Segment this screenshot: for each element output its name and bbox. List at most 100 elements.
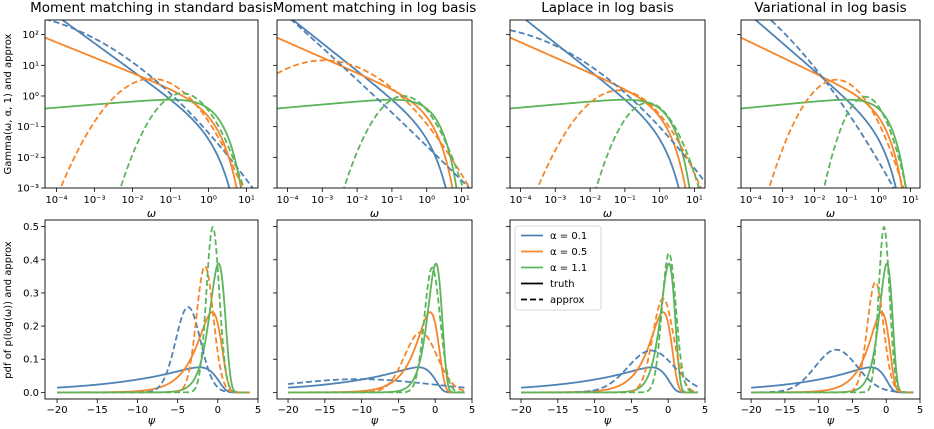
x-axis-label: ψ	[148, 414, 156, 427]
bottom-axes-frame	[276, 219, 473, 400]
top-curves	[45, 20, 254, 188]
approx-line-top	[119, 92, 245, 188]
x-tick-label: −5	[391, 405, 406, 416]
y-tick-label: 10⁻¹	[17, 122, 39, 133]
approx-line-top	[536, 89, 702, 188]
x-axis-label: ψ	[827, 414, 835, 427]
x-tick-label: 10⁻¹	[160, 195, 182, 206]
truth-line-bottom	[57, 366, 250, 394]
y-tick-label: 0.4	[23, 255, 39, 266]
truth-line-top	[510, 36, 687, 188]
approx-line-bottom	[288, 266, 465, 394]
approx-line-bottom	[751, 225, 914, 394]
truth-line-top	[291, 20, 447, 188]
x-tick-label: −15	[314, 405, 335, 416]
x-tick-label: −5	[624, 405, 639, 416]
approx-line-top	[510, 29, 705, 183]
approx-line-top	[823, 95, 908, 188]
x-tick-label: 10⁻⁴	[45, 195, 67, 206]
y-tick-label: 10¹	[22, 61, 39, 72]
panel-title: Moment matching in standard basis	[30, 0, 273, 16]
x-tick-label: 10⁰	[870, 195, 887, 206]
x-axis-label: ω	[147, 207, 156, 220]
bottom-curves	[520, 252, 699, 394]
legend: α = 0.1 α = 0.5 α = 1.1 truth approx	[514, 225, 602, 311]
x-tick-label: 10⁻¹	[614, 195, 636, 206]
x-axis-label: ψ	[604, 414, 612, 427]
truth-line-top	[741, 36, 903, 188]
truth-line-top	[277, 36, 454, 188]
x-tick-label: 10⁰	[418, 195, 435, 206]
x-tick-label: 10¹	[686, 195, 703, 206]
x-axis-label: ω	[603, 207, 612, 220]
panel-title: Variational in log basis	[754, 0, 906, 16]
x-axis-label: ω	[370, 207, 379, 220]
truth-line-top	[524, 20, 680, 188]
y-tick-label: 0.5	[23, 222, 39, 233]
legend-entry: truth	[550, 279, 575, 290]
bottom-curves	[57, 225, 250, 394]
truth-line-bottom	[287, 366, 465, 394]
approx-line-top	[768, 78, 905, 188]
truth-line-top	[45, 98, 242, 188]
bottom-curves	[751, 225, 914, 394]
x-axis-label: ψ	[371, 414, 379, 427]
approx-line-bottom	[57, 306, 250, 394]
truth-line-bottom	[288, 311, 465, 394]
y-tick-label: 10²	[22, 30, 39, 41]
x-tick-label: −10	[584, 405, 605, 416]
x-tick-label: 10⁻²	[346, 195, 368, 206]
x-tick-label: 10⁻³	[544, 195, 566, 206]
x-tick-label: −20	[741, 405, 762, 416]
x-tick-label: 10⁻²	[579, 195, 601, 206]
approx-line-top	[277, 59, 471, 188]
x-tick-label: 5	[702, 405, 708, 416]
x-tick-label: −20	[510, 405, 531, 416]
x-tick-label: −10	[351, 405, 372, 416]
x-tick-label: −15	[87, 405, 108, 416]
x-tick-label: 0	[883, 405, 889, 416]
x-tick-label: 10⁻³	[772, 195, 794, 206]
x-tick-label: 10¹	[238, 195, 255, 206]
x-tick-label: −10	[808, 405, 829, 416]
approx-line-bottom	[521, 252, 698, 394]
y-tick-label: 0.3	[23, 288, 39, 299]
panel-3: Laplace in log basis 10⁻⁴ 10⁻³ 10⁻² 10⁻¹ 10⁰ 1…	[506, 0, 708, 427]
panel-4: Variational in log basis 10⁻⁴ 10⁻³ 10⁻² 10⁻¹…	[737, 0, 923, 427]
panel-title: Laplace in log basis	[541, 0, 674, 16]
y-tick-label: 10⁻³	[17, 184, 39, 195]
x-tick-label: 0	[215, 405, 221, 416]
bottom-axes-frame	[740, 219, 921, 400]
legend-entry: α = 1.1	[550, 263, 587, 274]
truth-line-bottom	[751, 311, 914, 394]
x-tick-label: 10⁻⁴	[276, 195, 298, 206]
truth-line-top	[754, 20, 897, 188]
legend-box	[514, 225, 602, 311]
x-tick-label: 0	[665, 405, 671, 416]
truth-line-bottom	[751, 366, 914, 394]
x-tick-label: 10⁻²	[804, 195, 826, 206]
top-curves	[277, 20, 471, 188]
x-tick-label: −10	[127, 405, 148, 416]
y-tick-label: 0.0	[23, 388, 39, 399]
x-tick-label: 10¹	[453, 195, 470, 206]
x-tick-label: 10⁰	[200, 195, 217, 206]
y-tick-label: 10⁻²	[17, 153, 39, 164]
legend-entry: α = 0.5	[550, 247, 587, 258]
x-tick-label: −20	[47, 405, 68, 416]
y-axis-label: pdf of p(log(ω)) and approx	[3, 241, 14, 378]
truth-line-top	[510, 98, 691, 188]
approx-line-top	[59, 77, 244, 188]
x-tick-label: −15	[547, 405, 568, 416]
truth-line-top	[45, 36, 238, 188]
x-axis-label: ω	[826, 207, 835, 220]
legend-entry: approx	[550, 295, 585, 306]
panel-title: Moment matching in log basis	[273, 0, 477, 16]
approx-line-bottom	[287, 378, 465, 389]
x-tick-label: 10⁻⁴	[740, 195, 762, 206]
top-axes-frame	[44, 19, 259, 189]
y-tick-label: 10⁰	[22, 91, 39, 102]
x-tick-label: 10⁻²	[121, 195, 143, 206]
x-tick-label: 5	[917, 405, 923, 416]
